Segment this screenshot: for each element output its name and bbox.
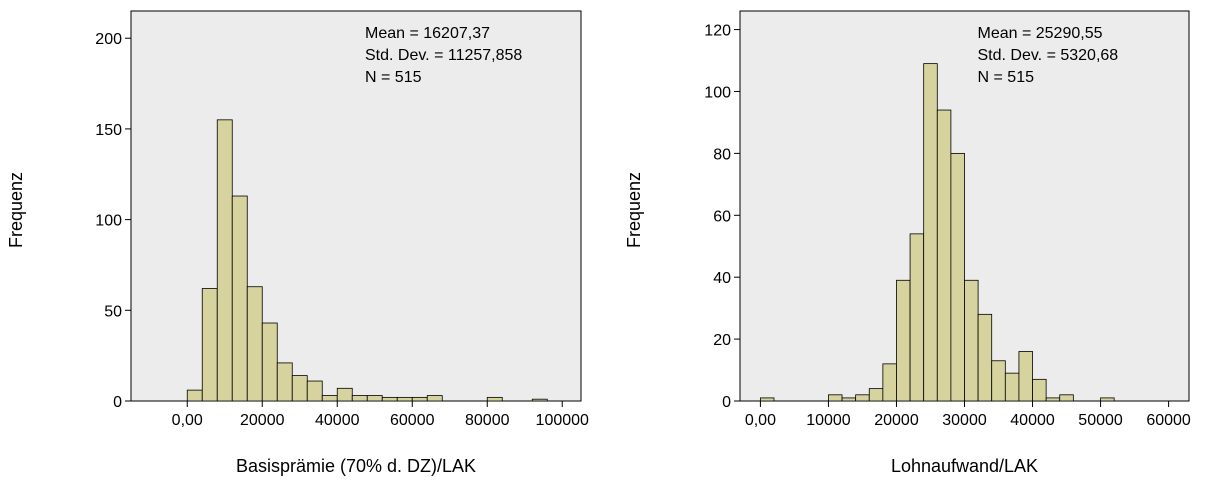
right-histogram-bar (1018, 351, 1033, 402)
right-histogram-bar (1059, 394, 1074, 402)
left-histogram-bar (216, 119, 233, 402)
right-y-tick-label: 80 (713, 146, 731, 163)
left-y-axis-label: Frequenz (6, 172, 26, 248)
right-y-tick-label: 120 (704, 23, 731, 40)
right-histogram-bar (1100, 397, 1115, 402)
left-histogram-bar (366, 395, 383, 402)
right-stats-line: N = 515 (978, 69, 1035, 86)
right-histogram-bar (1045, 397, 1061, 402)
right-y-tick-label: 0 (722, 394, 731, 411)
right-x-tick-label: 20000 (874, 412, 919, 429)
left-x-tick-label: 80000 (465, 412, 510, 429)
left-x-tick-label: 0,00 (172, 412, 203, 429)
right-histogram-bar (936, 109, 952, 402)
left-histogram-bar (531, 398, 548, 402)
left-stats-line: N = 515 (365, 69, 422, 86)
right-histogram-bar (828, 394, 843, 402)
right-histogram-bar (950, 152, 965, 402)
left-y-tick-label: 50 (104, 303, 122, 320)
right-x-axis-label: Lohnaufwand/LAK (891, 456, 1038, 476)
right-x-tick-label: 10000 (806, 412, 851, 429)
right-y-tick-label: 60 (713, 208, 731, 225)
right-histogram-bar (841, 397, 857, 402)
right-y-tick-label: 40 (713, 270, 731, 287)
right-x-tick-label: 50000 (1078, 412, 1123, 429)
right-x-tick-label: 60000 (1146, 412, 1191, 429)
right-histogram-bar (991, 360, 1006, 402)
left-histogram-bar (426, 395, 443, 402)
right-y-axis-label: Frequenz (624, 172, 644, 248)
left-y-tick-label: 100 (95, 213, 122, 230)
left-x-tick-label: 40000 (315, 412, 360, 429)
left-histogram-bar (321, 395, 338, 402)
left-y-tick-label: 150 (95, 122, 122, 139)
left-histogram-bar (201, 288, 218, 402)
left-histogram-bar (276, 362, 293, 402)
right-x-tick-label: 0,00 (745, 412, 776, 429)
left-histogram-bar (291, 375, 308, 402)
right-histogram-bar (760, 397, 775, 402)
right-y-tick-label: 20 (713, 332, 731, 349)
right-histogram-bar (1004, 372, 1020, 402)
right-x-tick-label: 30000 (942, 412, 987, 429)
left-y-tick-label: 200 (95, 31, 122, 48)
left-stats-line: Mean = 16207,37 (365, 25, 490, 42)
right-histogram-bar (1032, 378, 1047, 402)
left-histogram-bar (336, 387, 353, 402)
right-histogram-bar (923, 63, 938, 402)
left-histogram-bar (261, 322, 278, 402)
left-histogram-bar (231, 195, 248, 402)
right-histogram-bar (909, 233, 925, 402)
left-histogram-bar (396, 396, 413, 402)
left-histogram-bar (186, 389, 203, 402)
left-y-tick-label: 0 (113, 394, 122, 411)
left-x-tick-label: 20000 (240, 412, 285, 429)
right-stats-line: Mean = 25290,55 (978, 25, 1103, 42)
right-histogram-bar (868, 388, 884, 402)
right-histogram-bar (896, 279, 911, 402)
left-histogram-bar (381, 396, 398, 402)
right-histogram-bar (977, 313, 993, 402)
left-x-tick-label: 100000 (536, 412, 589, 429)
right-x-tick-label: 40000 (1010, 412, 1055, 429)
left-stats-line: Std. Dev. = 11257,858 (365, 47, 522, 64)
right-histogram-bar (855, 394, 870, 402)
right-histogram-bar (882, 363, 897, 402)
left-x-tick-label: 60000 (390, 412, 435, 429)
right-y-tick-label: 100 (704, 84, 731, 101)
right-histogram-bar (964, 279, 979, 402)
left-histogram-bar (306, 380, 323, 402)
left-plot-area (130, 10, 582, 402)
left-histogram-bar (486, 396, 503, 402)
left-x-axis-label: Basisprämie (70% d. DZ)/LAK (236, 456, 476, 476)
left-histogram-bar (246, 286, 263, 402)
left-histogram-bar (351, 395, 368, 402)
left-histogram-bar (411, 396, 428, 402)
right-stats-line: Std. Dev. = 5320,68 (978, 47, 1119, 64)
